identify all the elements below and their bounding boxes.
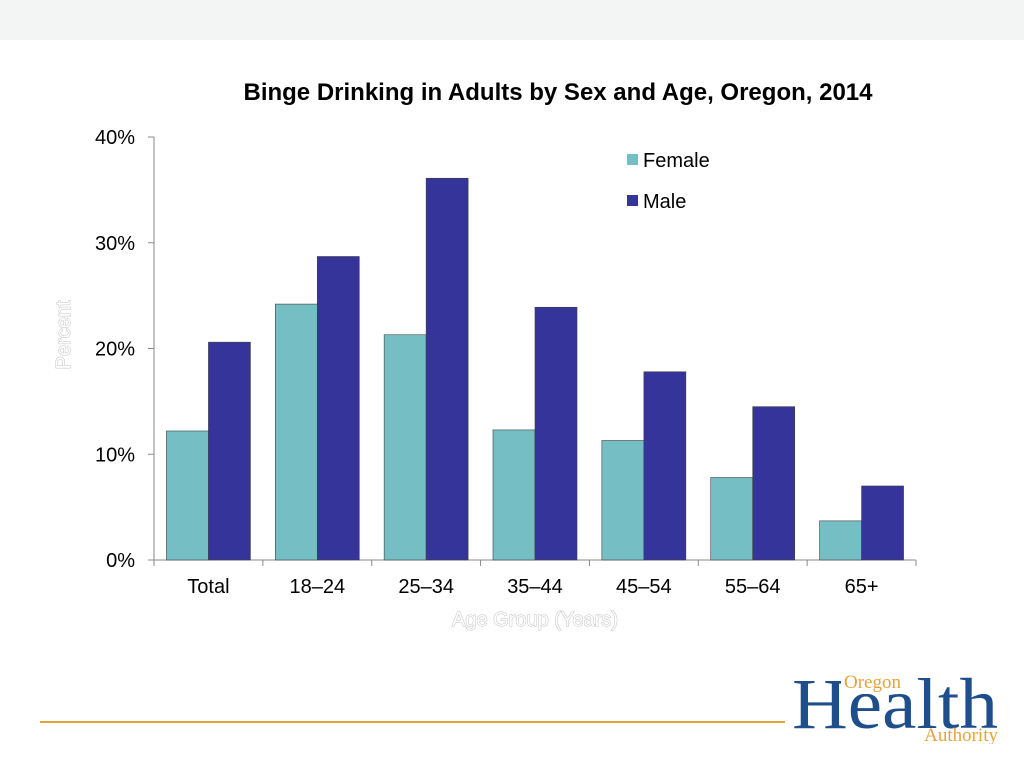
bar-female xyxy=(710,477,754,561)
bar-female xyxy=(166,430,209,561)
legend-swatch-male xyxy=(627,195,638,206)
y-axis-title: Percent xyxy=(53,300,75,369)
x-axis-title: Age Group (Years) xyxy=(452,609,618,631)
slide-top-band xyxy=(0,0,1024,40)
logo-authority-text: Authority xyxy=(924,725,998,744)
y-tick-label: 10% xyxy=(95,444,135,466)
bar-male xyxy=(316,256,360,561)
x-tick-label: 45–54 xyxy=(616,576,672,598)
footer-divider xyxy=(40,721,785,723)
bar-female xyxy=(492,429,536,561)
legend-label-female: Female xyxy=(643,150,710,172)
bar-female xyxy=(819,520,862,561)
x-tick-label: Total xyxy=(187,576,229,598)
x-tick-label: 55–64 xyxy=(725,576,781,598)
bar-male xyxy=(534,306,578,561)
bar-male xyxy=(643,371,687,561)
bar-male xyxy=(861,485,904,561)
y-tick-label: 30% xyxy=(95,233,135,255)
bar-male xyxy=(208,341,251,561)
bar-female xyxy=(274,303,318,561)
bar-female xyxy=(383,334,427,561)
y-axis: 0% 10% 20% 30% 40% xyxy=(95,127,155,572)
bar-female xyxy=(601,440,645,561)
legend-label-male: Male xyxy=(643,191,686,213)
logo-oregon-text: Oregon xyxy=(844,672,901,693)
bar-chart: Binge Drinking in Adults by Sex and Age,… xyxy=(53,79,917,632)
bar-male xyxy=(752,406,796,561)
legend-swatch-female xyxy=(627,154,638,165)
x-axis: Total 18–24 25–34 35–44 45–54 55–64 65+ xyxy=(153,559,917,598)
bar-male xyxy=(425,177,469,561)
y-tick-label: 40% xyxy=(95,127,135,149)
legend: Female Male xyxy=(627,150,710,213)
x-tick-label: 65+ xyxy=(845,576,879,598)
bars xyxy=(166,177,904,561)
x-tick-label: 25–34 xyxy=(398,576,454,598)
logo-knockout xyxy=(841,668,907,694)
chart-title: Binge Drinking in Adults by Sex and Age,… xyxy=(243,79,873,106)
y-tick-label: 0% xyxy=(106,550,135,572)
x-tick-label: 35–44 xyxy=(507,576,563,598)
x-tick-label: 18–24 xyxy=(289,576,345,598)
y-tick-label: 20% xyxy=(95,339,135,361)
oregon-health-authority-logo: Health Oregon Authority xyxy=(792,664,998,744)
